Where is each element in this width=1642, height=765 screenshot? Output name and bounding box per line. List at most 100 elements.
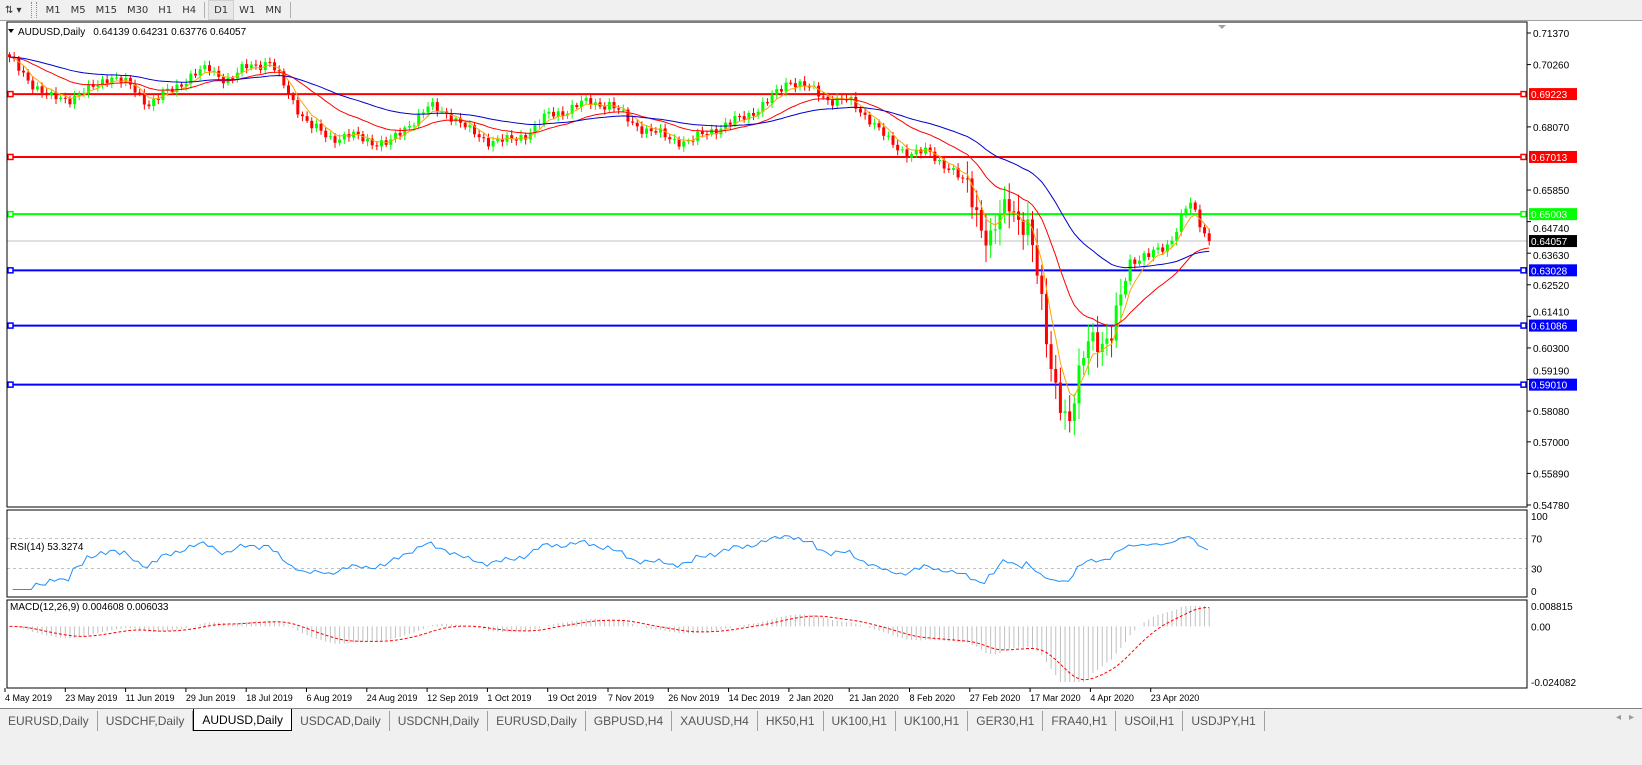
candle <box>26 68 30 85</box>
candle <box>910 151 914 162</box>
line-price-label: 0.61086 <box>1531 322 1568 333</box>
candle <box>993 214 997 244</box>
chart-tab[interactable]: FRA40,H1 <box>1043 711 1117 731</box>
price-tick-label: 0.60300 <box>1533 344 1570 355</box>
date-tick-label: 1 Oct 2019 <box>487 693 531 703</box>
candle <box>770 90 774 109</box>
chart-tab[interactable]: GER30,H1 <box>968 711 1044 731</box>
rsi-label: RSI(14) 53.3274 <box>10 542 84 553</box>
candle <box>1082 351 1086 376</box>
chart-tab[interactable]: XAUUSD,H4 <box>672 711 758 731</box>
candle <box>877 119 881 131</box>
chart-tab[interactable]: USOil,H1 <box>1116 711 1184 731</box>
line-handle[interactable] <box>7 153 14 161</box>
chart-tab[interactable]: EURUSD,Daily <box>0 711 98 731</box>
candle <box>626 107 630 127</box>
line-handle[interactable] <box>1520 267 1527 274</box>
candle <box>324 126 328 143</box>
candle <box>426 102 430 117</box>
candle <box>942 155 946 174</box>
line-handle[interactable] <box>1520 322 1527 329</box>
period-m1[interactable]: M1 <box>45 4 61 16</box>
candle <box>156 94 160 105</box>
chart-tab[interactable]: USDJPY,H1 <box>1183 711 1265 731</box>
candle <box>682 136 686 152</box>
candle <box>1021 211 1025 250</box>
chart-tab[interactable]: UK100,H1 <box>896 711 969 731</box>
line-price-label: 0.63028 <box>1531 266 1568 277</box>
chart-type-icon[interactable]: ⇅ ▾ <box>5 4 22 16</box>
chart-tab[interactable]: HK50,H1 <box>758 711 824 731</box>
period-m15[interactable]: M15 <box>95 4 117 16</box>
candle <box>291 92 295 105</box>
candle <box>951 164 955 176</box>
candle <box>552 107 556 120</box>
period-h1[interactable]: H1 <box>158 4 173 16</box>
candle <box>933 147 937 165</box>
date-tick-label: 29 Jun 2019 <box>186 693 236 703</box>
chart-shift-marker-icon[interactable] <box>1218 25 1226 29</box>
line-handle[interactable] <box>1520 381 1527 388</box>
date-tick-label: 11 Jun 2019 <box>126 693 175 703</box>
candle <box>68 95 72 108</box>
candle <box>356 126 360 140</box>
candles <box>8 52 1211 436</box>
line-handle[interactable] <box>1520 153 1527 161</box>
line-handle[interactable] <box>7 90 14 98</box>
line-handle[interactable] <box>7 267 14 274</box>
date-tick-label: 6 Aug 2019 <box>307 693 353 703</box>
candle <box>40 82 44 98</box>
date-tick-label: 23 Apr 2020 <box>1151 693 1200 703</box>
candle <box>417 108 421 129</box>
candle <box>635 120 639 132</box>
candle <box>714 124 718 140</box>
candle <box>1105 323 1109 356</box>
chart-tab[interactable]: GBPUSD,H4 <box>586 711 673 731</box>
period-w1[interactable]: W1 <box>239 4 256 16</box>
chart-tab[interactable]: AUDUSD,Daily <box>193 709 293 731</box>
candle <box>491 136 495 152</box>
collapse-triangle-icon[interactable] <box>8 29 14 33</box>
scroll-right-icon[interactable]: ▸ <box>1628 712 1634 723</box>
date-tick-label: 19 Oct 2019 <box>548 693 597 703</box>
candle <box>49 88 53 100</box>
period-m30[interactable]: M30 <box>126 4 149 16</box>
period-d1[interactable]: D1 <box>208 0 235 20</box>
price-tick-label: 0.55890 <box>1533 469 1570 480</box>
chart-tab[interactable]: EURUSD,Daily <box>488 711 586 731</box>
line-price-badge <box>1529 150 1577 163</box>
chart-tab[interactable]: USDCNH,Daily <box>390 711 489 731</box>
candle <box>1003 186 1007 224</box>
candle <box>1203 224 1207 237</box>
chart-tab[interactable]: UK100,H1 <box>824 711 896 731</box>
rsi-tick-label: 30 <box>1531 565 1543 576</box>
candle <box>305 111 309 124</box>
price-tick-label: 0.59190 <box>1533 367 1570 378</box>
period-mn[interactable]: MN <box>265 4 282 16</box>
candle <box>761 97 765 117</box>
line-price-badge <box>1529 264 1577 277</box>
line-price-label: 0.67013 <box>1531 153 1568 164</box>
line-handle[interactable] <box>7 381 14 388</box>
candle <box>152 94 156 111</box>
chart-tab[interactable]: USDCHF,Daily <box>98 711 194 731</box>
date-tick-label: 27 Feb 2020 <box>970 693 1021 703</box>
period-h4[interactable]: H4 <box>182 4 197 16</box>
line-handle[interactable] <box>7 322 14 329</box>
line-handle[interactable] <box>1520 90 1527 98</box>
toolbar-grip[interactable] <box>30 2 37 18</box>
line-handle[interactable] <box>7 210 14 218</box>
line-handle[interactable] <box>1520 210 1527 218</box>
period-m5[interactable]: M5 <box>70 4 86 16</box>
scroll-left-icon[interactable]: ◂ <box>1615 712 1621 723</box>
candle <box>1179 209 1183 236</box>
candle <box>1119 278 1123 323</box>
candle <box>77 90 81 101</box>
candle <box>87 80 91 98</box>
candle <box>789 79 793 86</box>
candle <box>984 214 988 263</box>
chart-tab[interactable]: USDCAD,Daily <box>292 711 390 731</box>
rsi-panel: 100 70 30 0 <box>7 512 1548 598</box>
status-area <box>0 731 1642 765</box>
